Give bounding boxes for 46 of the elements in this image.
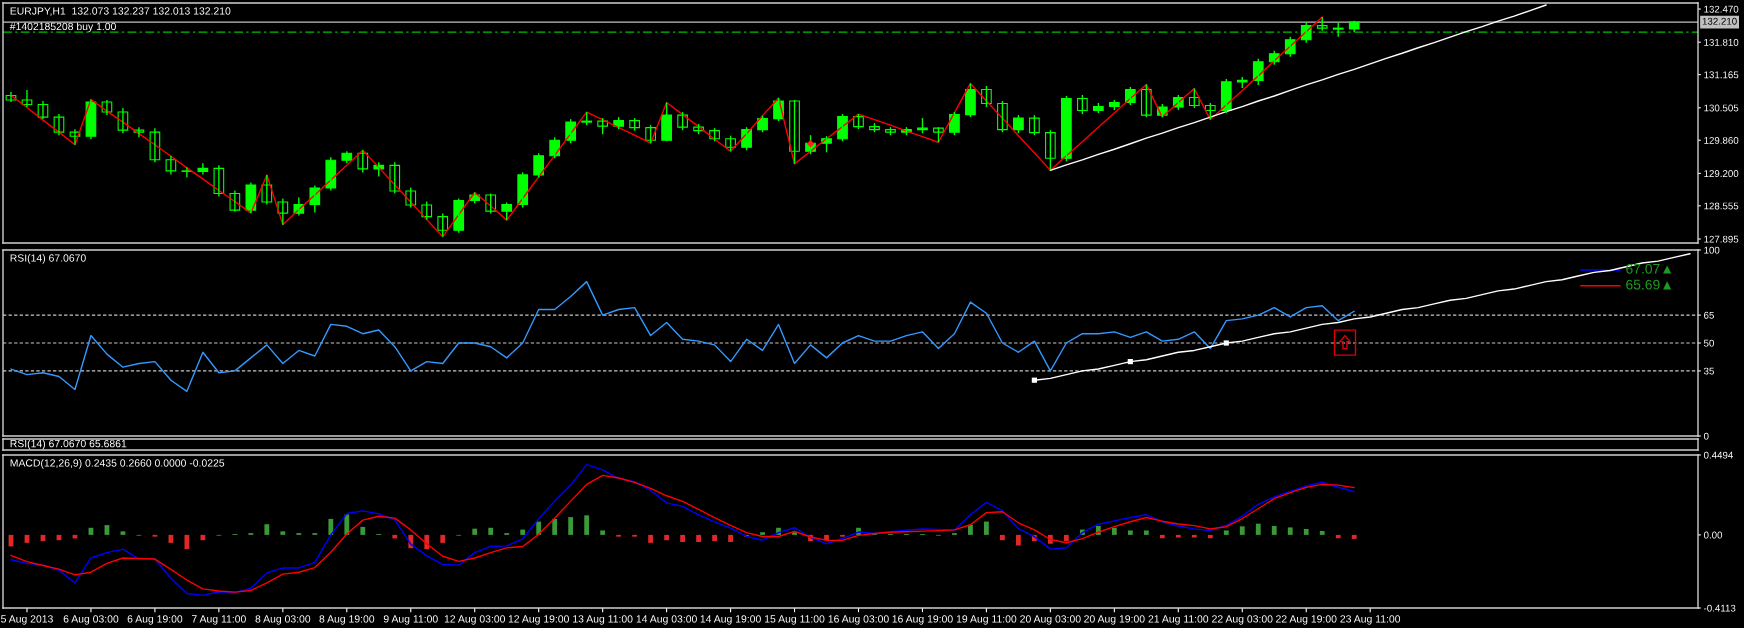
x-tick-label: 8 Aug 19:00 [319, 615, 375, 625]
x-tick-label: 8 Aug 03:00 [255, 615, 311, 625]
y-tick-label: 128.555 [1704, 202, 1739, 210]
x-tick-label: 22 Aug 03:00 [1212, 615, 1273, 625]
y-tick-label: 132.470 [1704, 5, 1739, 13]
y-tick-label: 65 [1704, 311, 1714, 319]
y-tick-label: 100 [1704, 246, 1720, 254]
y-tick-label: 131.165 [1704, 71, 1739, 79]
y-tick-label: 131.810 [1704, 38, 1739, 46]
y-tick-label: 129.200 [1704, 170, 1739, 178]
x-tick-label: 21 Aug 11:00 [1148, 615, 1209, 625]
x-tick-label: 15 Aug 11:00 [765, 615, 825, 625]
y-tick-label: 35 [1703, 367, 1714, 375]
chart-title: RSI(14) 67.0670 [10, 254, 86, 264]
x-tick-label: 19 Aug 11:00 [956, 615, 1017, 625]
y-tick-label: 127.895 [1704, 235, 1739, 243]
chart-title: MACD(12,26,9) 0.2435 0.2660 0.0000 -0.0225 [10, 459, 225, 469]
x-tick-label: 16 Aug 19:00 [892, 615, 953, 625]
annotation: 65.69▲ [1626, 279, 1672, 290]
x-tick-label: 23 Aug 11:00 [1340, 615, 1401, 625]
x-tick-label: 13 Aug 11:00 [573, 615, 633, 625]
x-tick-label: 7 Aug 11:00 [191, 615, 246, 625]
y-tick-label: 50 [1703, 339, 1714, 347]
x-tick-label: 14 Aug 03:00 [636, 615, 697, 625]
annotation: 67.07▲ [1626, 263, 1672, 274]
x-tick-label: 22 Aug 19:00 [1276, 615, 1337, 625]
text: RSI(14) 67.0670 65.6861 [10, 439, 127, 450]
x-tick-label: 9 Aug 11:00 [383, 615, 438, 625]
y-tick-label: 0.4494 [1703, 451, 1734, 459]
x-tick-label: 20 Aug 03:00 [1020, 615, 1081, 625]
x-tick-label: 14 Aug 19:00 [700, 615, 761, 625]
y-tick-label: 0 [1703, 432, 1709, 440]
y-tick-label: -0.4113 [1703, 604, 1736, 612]
x-tick-label: 12 Aug 03:00 [444, 615, 506, 625]
y-tick-label: 0.00 [1703, 531, 1723, 539]
x-tick-label: 16 Aug 03:00 [828, 615, 889, 625]
x-tick-label: 5 Aug 2013 [1, 615, 53, 625]
ref-line-label: 132.210 [1702, 17, 1737, 25]
x-tick-label: 6 Aug 03:00 [63, 615, 119, 625]
x-tick-label: 20 Aug 19:00 [1084, 615, 1145, 625]
x-tick-label: 12 Aug 19:00 [508, 615, 569, 625]
y-tick-label: 129.860 [1704, 136, 1739, 144]
x-tick-label: 6 Aug 19:00 [127, 615, 183, 625]
y-tick-label: 130.505 [1704, 104, 1739, 112]
ref-line-label: #1402185208 buy 1.00 [9, 22, 116, 33]
chart-title: EURJPY,H1 132.073 132.237 132.013 132.210 [10, 7, 231, 16]
